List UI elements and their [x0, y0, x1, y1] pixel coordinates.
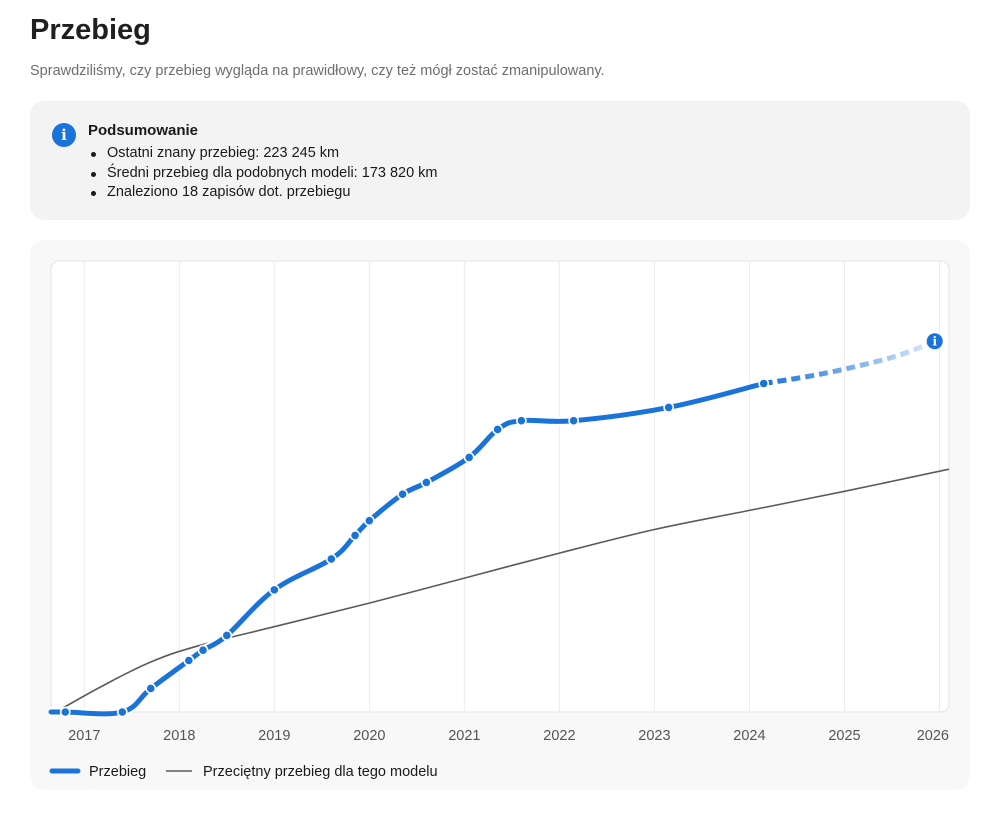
x-tick-label-2021: 2021: [448, 728, 480, 744]
legend-label-average: Przeciętny przebieg dla tego modelu: [203, 764, 438, 780]
summary-list: Ostatni znany przebieg: 223 245 km Średn…: [88, 144, 438, 203]
mileage-point: [325, 553, 337, 565]
mileage-point: [663, 402, 675, 413]
mileage-point: [59, 706, 71, 718]
svg-text:i: i: [932, 335, 937, 349]
mileage-point: [197, 644, 209, 656]
x-tick-label-2019: 2019: [258, 728, 290, 744]
mileage-point: [758, 378, 770, 389]
summary-item-average-mileage: Średni przebieg dla podobnych modeli: 17…: [88, 164, 438, 184]
mileage-point: [145, 683, 157, 694]
summary-heading: Podsumowanie: [88, 122, 199, 139]
mileage-forecast-line: [763, 338, 936, 386]
mileage-point: [492, 424, 504, 435]
forecast-info-icon: i: [926, 333, 943, 350]
mileage-point: [463, 452, 475, 463]
summary-item-last-mileage: Ostatni znany przebieg: 223 245 km: [88, 144, 438, 164]
mileage-point: [268, 584, 280, 596]
x-tick-label-2017: 2017: [68, 728, 100, 744]
watermark-logo: Otomoto: [8, 783, 115, 810]
summary-item-record-count: Znaleziono 18 zapisów dot. przebiegu: [88, 183, 438, 203]
mileage-point: [420, 477, 432, 488]
mileage-point: [183, 655, 195, 666]
legend-label-mileage: Przebieg: [89, 764, 146, 780]
info-icon: i: [52, 123, 76, 147]
x-tick-label-2024: 2024: [733, 728, 765, 744]
x-tick-label-2023: 2023: [638, 728, 670, 744]
mileage-point: [363, 515, 375, 527]
mileage-point: [515, 415, 527, 427]
mileage-point: [116, 706, 128, 718]
mileage-chart-card: i 2017 2018 2019 2020 2021 2022 2023 2024 2025 20…: [30, 240, 970, 790]
x-tick-label-2020: 2020: [353, 728, 385, 744]
mileage-point: [349, 530, 361, 541]
mileage-point: [568, 415, 580, 427]
page-subtitle: Sprawdziliśmy, czy przebieg wygląda na p…: [30, 63, 605, 79]
plot-area: [50, 260, 950, 713]
average-mileage-line: [55, 468, 950, 713]
mileage-chart: i 2017 2018 2019 2020 2021 2022 2023 2024 2025 20…: [46, 260, 950, 780]
x-tick-label-2026: 2026: [917, 728, 949, 744]
page-title: Przebieg: [30, 14, 151, 46]
x-tick-label-2022: 2022: [543, 728, 575, 744]
x-tick-label-2018: 2018: [163, 728, 195, 744]
mileage-point: [397, 488, 408, 500]
x-tick-label-2025: 2025: [828, 728, 860, 744]
mileage-point: [221, 630, 233, 641]
summary-card: i Podsumowanie Ostatni znany przebieg: 2…: [30, 101, 970, 220]
